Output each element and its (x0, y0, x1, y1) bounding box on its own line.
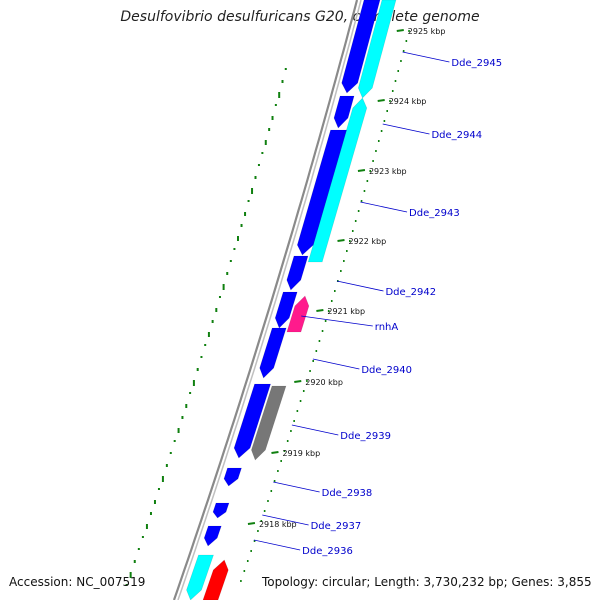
accession-label: Accession: NC_007519 (9, 575, 146, 589)
label-leader-line (312, 358, 360, 370)
label-leader-line (336, 280, 384, 292)
gene-label: Dde_2939 (340, 431, 391, 442)
gene-dde-2945 (341, 0, 381, 94)
gene-label: Dde_2943 (409, 208, 460, 219)
ruler-ticks: 2925 kbp 2924 kbp 2923 kbp 2922 kbp 2921 kbp… (247, 27, 446, 529)
gene-dde-2940 (259, 327, 287, 379)
gene-label: Dde_2942 (385, 287, 436, 298)
gc-content-track (125, 68, 287, 586)
gene-dde-2941 (274, 291, 298, 329)
ruler-tick (271, 451, 279, 454)
backbone-line-outer (172, 0, 359, 600)
ruler-tick (357, 169, 366, 172)
ruler-tick (337, 239, 345, 242)
gene-label: Dde_2938 (322, 488, 373, 499)
backbone-lines (172, 0, 362, 600)
ruler-dot-track (240, 30, 410, 582)
gene-label: rnhA (375, 322, 399, 333)
gene-rnha (286, 295, 310, 333)
label-leader-line (301, 315, 373, 327)
label-leader-line (253, 539, 301, 551)
gene-dde-2945-reverse (357, 0, 397, 99)
gene-labels: Dde_2945 Dde_2944 Dde_2943 Dde_2942 rnhA Dde_… (253, 51, 502, 557)
gene-label: Dde_2937 (311, 521, 362, 532)
ruler-mark-label: 2919 kbp (282, 449, 320, 458)
label-leader-line (360, 201, 408, 213)
gene-features (186, 0, 397, 600)
gene-red-feature (202, 559, 229, 600)
gene-label: Dde_2940 (361, 365, 412, 376)
label-leader-line (382, 123, 430, 135)
gene-label: Dde_2944 (431, 130, 482, 141)
label-leader-line (291, 424, 339, 436)
ruler-tick (377, 99, 385, 102)
gene-dde-2935-reverse (186, 554, 214, 600)
gene-dde-2942 (286, 255, 309, 291)
gene-dde-2937 (212, 502, 230, 519)
label-leader-line (262, 514, 309, 526)
ruler-mark-label: 2925 kbp (408, 27, 446, 36)
gene-dde-2943 (296, 129, 347, 256)
gene-label: Dde_2936 (302, 546, 353, 557)
ruler-tick (247, 522, 256, 525)
ruler-mark-label: 2920 kbp (305, 378, 343, 387)
label-leader-line (273, 481, 320, 493)
gene-label: Dde_2945 (451, 58, 502, 69)
ruler-tick (294, 380, 302, 383)
ruler-mark-label: 2922 kbp (349, 237, 387, 246)
backbone-line-inner (177, 0, 362, 600)
gene-dde-2944-small (333, 95, 355, 129)
ruler-mark-label: 2921 kbp (327, 307, 365, 316)
ruler-tick (316, 309, 324, 312)
ruler-mark-label: 2918 kbp (259, 520, 297, 529)
topology-label: Topology: circular; Length: 3,730,232 bp… (262, 575, 592, 589)
ruler-tick (396, 29, 404, 32)
gene-dde-2938 (223, 467, 242, 487)
label-leader-line (402, 51, 450, 63)
gene-dde-2936 (203, 525, 222, 547)
gene-dde-2939 (233, 383, 272, 459)
gene-dde-2939-grey (251, 385, 287, 461)
ruler-mark-label: 2923 kbp (369, 167, 407, 176)
ruler-mark-label: 2924 kbp (389, 97, 427, 106)
